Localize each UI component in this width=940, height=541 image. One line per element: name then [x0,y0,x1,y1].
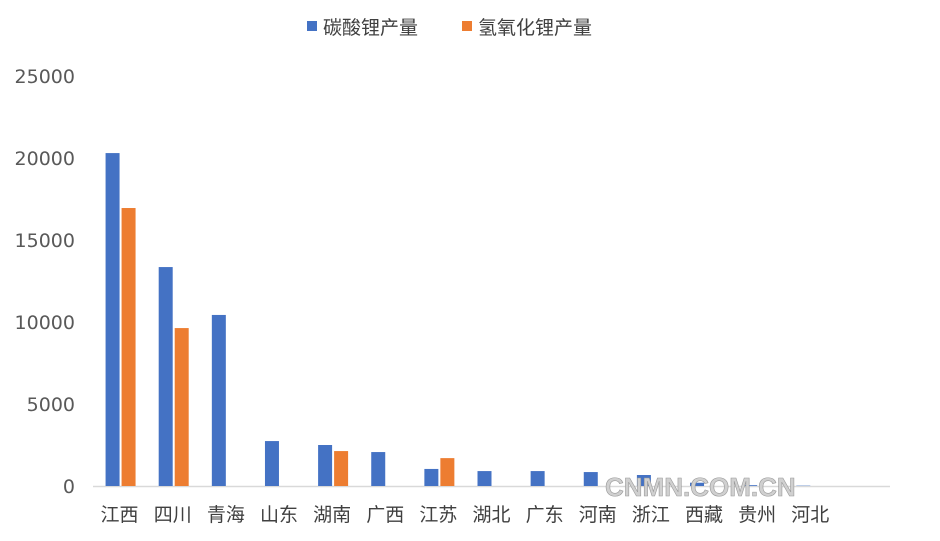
bar-lioh [121,208,136,486]
x-tick-label: 广西 [366,504,404,526]
bar-li2co3 [690,482,705,486]
bar-li2co3 [583,472,598,486]
x-tick-label: 河南 [579,504,617,526]
x-tick-label: 山东 [260,504,298,526]
x-tick-label: 四川 [154,504,192,526]
bar-li2co3 [105,153,120,486]
bar-li2co3 [743,485,758,486]
x-tick-label: 广东 [526,504,564,526]
watermark: CNMN.COM.CN [605,472,796,502]
x-tick-label: 河北 [791,504,829,526]
x-tick-label: 江苏 [419,504,457,526]
x-tick-label: 浙江 [632,504,670,526]
bar-li2co3 [318,445,333,486]
x-tick-label: 湖南 [313,504,351,526]
bar-li2co3 [371,452,386,486]
x-tick-label: 青海 [207,504,245,526]
bar-lioh [334,451,349,486]
bar-li2co3 [477,471,492,486]
bar-li2co3 [424,468,439,486]
bar-li2co3 [211,314,226,486]
x-tick-label: 西藏 [685,504,723,526]
bar-li2co3 [158,267,173,486]
y-tick-label: 20000 [15,148,75,170]
bar-li2co3 [636,475,651,486]
bar-lioh [174,328,189,486]
legend-swatch [307,21,317,31]
y-tick-label: 10000 [15,312,75,334]
y-tick-label: 15000 [15,230,75,252]
bar-li2co3 [264,441,279,486]
x-tick-label: 湖北 [472,504,510,526]
y-tick-label: 0 [63,476,75,498]
legend-label: 氢氧化锂产量 [478,17,592,39]
y-tick-label: 5000 [27,394,75,416]
x-tick-label: 贵州 [738,504,776,526]
legend-label: 碳酸锂产量 [323,17,418,39]
legend-swatch [462,21,472,31]
bar-li2co3 [530,471,545,486]
x-tick-label: 江西 [101,504,139,526]
bar-lioh [440,458,455,486]
y-tick-label: 25000 [15,66,75,88]
